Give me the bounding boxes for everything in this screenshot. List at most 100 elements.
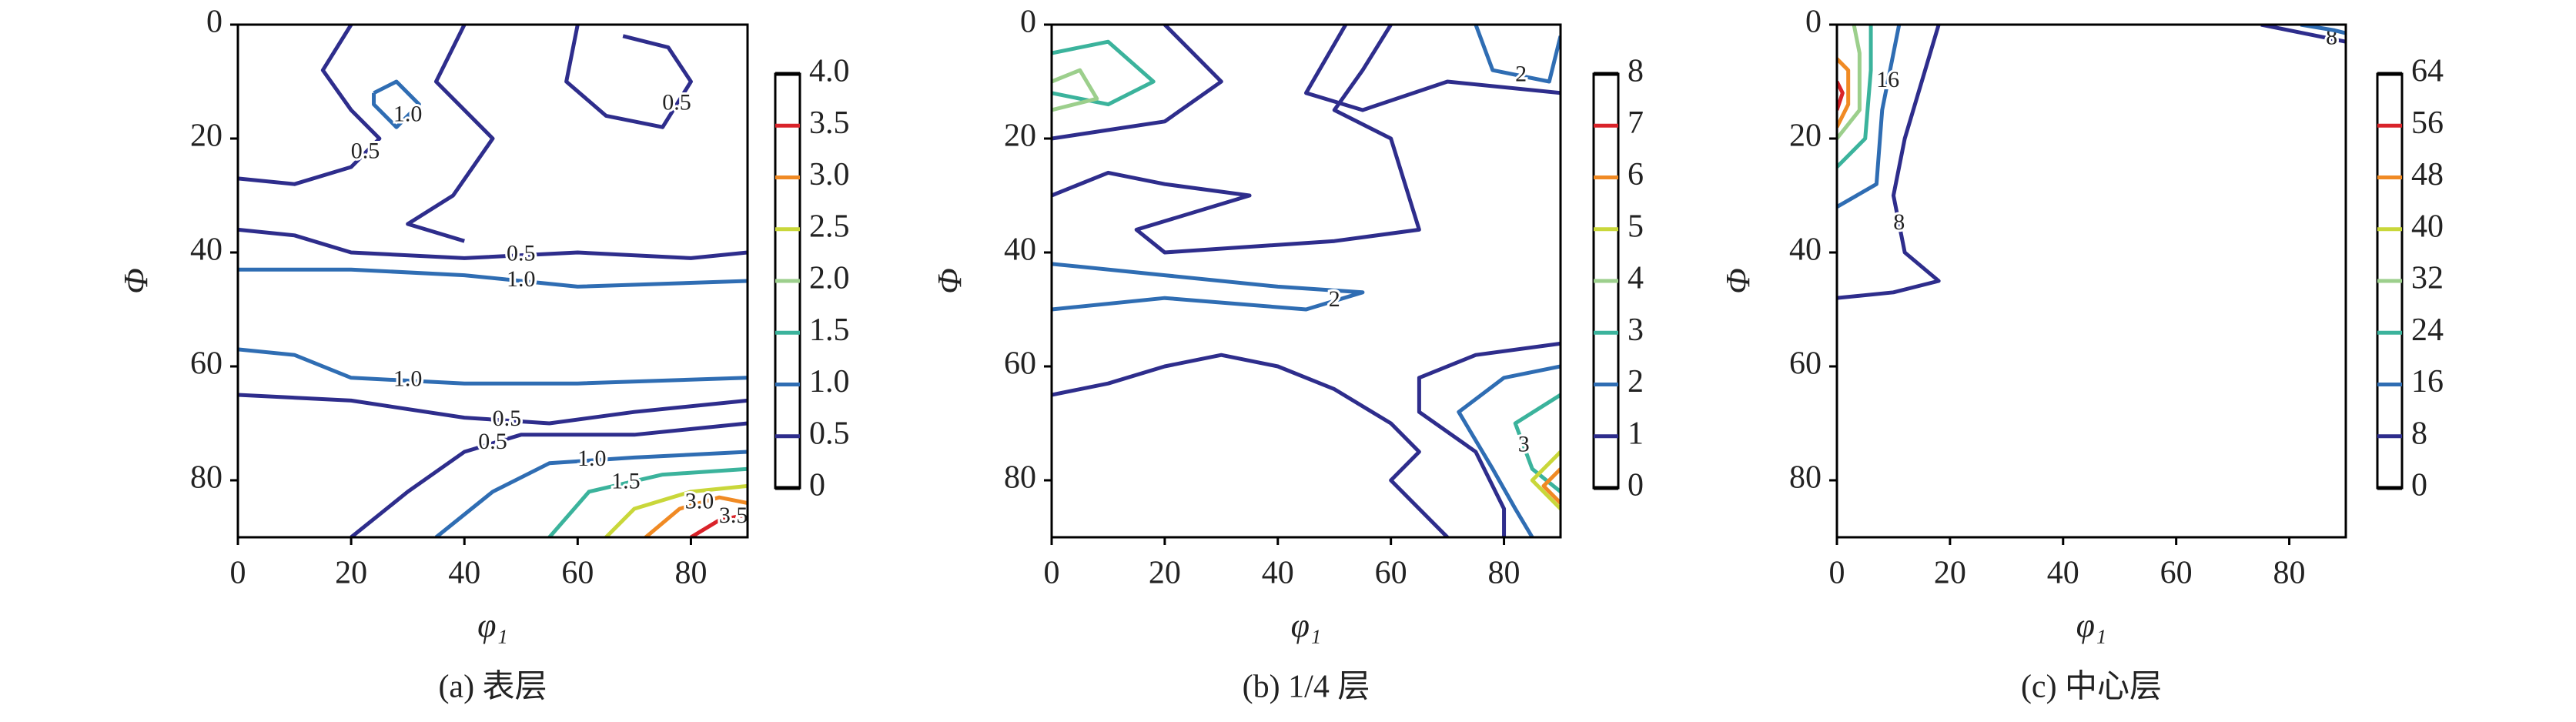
contour-line bbox=[1837, 25, 1902, 209]
contour-line bbox=[406, 25, 495, 243]
colorbar-tick-label: 4.0 bbox=[809, 54, 850, 89]
x-axis-label: φ₁ bbox=[2076, 607, 2107, 644]
colorbar-tick-label: 1.0 bbox=[809, 364, 850, 399]
contour-line bbox=[690, 512, 748, 537]
colorbar-tick-label: 2.5 bbox=[809, 209, 850, 244]
y-tick-label: 40 bbox=[190, 232, 222, 268]
y-tick-label: 40 bbox=[1004, 232, 1036, 268]
x-tick-label: 40 bbox=[2047, 556, 2079, 591]
contour-label: 1.0 bbox=[577, 446, 607, 471]
contour-line bbox=[2260, 25, 2346, 44]
x-axis-label: φ₁ bbox=[477, 607, 508, 644]
contour-line bbox=[2300, 25, 2346, 35]
panel: 2 2 3 0 20 40 60 80 0 20 40 60 80 φ₁ Φ (b) 1/4 层 0 1 2 3 4 5 6… bbox=[931, 5, 1644, 705]
contour-label: 16 bbox=[1876, 67, 1899, 92]
y-tick-label: 20 bbox=[1789, 119, 1822, 154]
contour-label: 1.0 bbox=[393, 101, 423, 126]
x-tick-label: 20 bbox=[1934, 556, 1966, 591]
colorbar-tick-label: 3 bbox=[1628, 313, 1644, 348]
contour-line bbox=[238, 347, 748, 386]
contour-line bbox=[1837, 57, 1851, 129]
y-tick-label: 0 bbox=[206, 5, 222, 40]
contour-label: 1.0 bbox=[507, 266, 536, 292]
colorbar-tick-label: 4 bbox=[1628, 261, 1644, 296]
contour-label: 0.5 bbox=[351, 138, 380, 163]
y-tick-label: 80 bbox=[190, 460, 222, 496]
contour-label: 2 bbox=[1515, 61, 1527, 86]
y-tick-label: 80 bbox=[1789, 460, 1822, 496]
contour-line bbox=[1052, 25, 1421, 255]
x-axis-label: φ₁ bbox=[1291, 607, 1322, 644]
x-tick-label: 0 bbox=[1044, 556, 1060, 591]
y-axis-label: Φ bbox=[117, 268, 155, 294]
contour-label: 8 bbox=[1893, 209, 1905, 235]
x-tick-label: 40 bbox=[448, 556, 480, 591]
contour-label: 0.5 bbox=[478, 429, 507, 454]
caption: (a) 表层 bbox=[438, 670, 547, 705]
colorbar-tick-label: 16 bbox=[2411, 364, 2444, 399]
contour-line bbox=[1837, 25, 1873, 169]
x-tick-label: 80 bbox=[674, 556, 707, 591]
contour-label: 3.0 bbox=[685, 488, 714, 513]
colorbar-tick-label: 32 bbox=[2411, 261, 2444, 296]
y-tick-label: 80 bbox=[1004, 460, 1036, 496]
contour-label: 3 bbox=[1518, 431, 1530, 456]
y-tick-label: 0 bbox=[1020, 5, 1036, 40]
x-tick-label: 20 bbox=[1149, 556, 1181, 591]
y-tick-label: 20 bbox=[1004, 119, 1036, 154]
y-axis-label: Φ bbox=[1719, 268, 1757, 294]
colorbar-tick-label: 3.0 bbox=[809, 157, 850, 192]
y-tick-label: 40 bbox=[1789, 232, 1822, 268]
x-tick-label: 20 bbox=[335, 556, 367, 591]
panel: 0.51.01.00.50.50.51.00.51.01.53.03.50 20 4… bbox=[117, 5, 849, 705]
contour-line bbox=[350, 421, 748, 537]
y-axis-label: Φ bbox=[931, 268, 969, 294]
contour-line bbox=[1541, 467, 1561, 505]
x-tick-label: 0 bbox=[1829, 556, 1845, 591]
contour-line bbox=[372, 79, 421, 129]
contour-line bbox=[1052, 25, 1223, 141]
colorbar-tick-label: 24 bbox=[2411, 313, 2444, 348]
colorbar-tick-label: 7 bbox=[1628, 105, 1644, 141]
y-tick-label: 60 bbox=[190, 346, 222, 382]
contour-label: 2 bbox=[1329, 286, 1340, 312]
contour-line bbox=[238, 267, 748, 289]
contour-line bbox=[1052, 68, 1099, 112]
contour-line bbox=[1052, 262, 1365, 312]
colorbar-tick-label: 64 bbox=[2411, 54, 2444, 89]
contour-line bbox=[1837, 25, 1941, 300]
colorbar-tick-label: 2.0 bbox=[809, 261, 850, 296]
colorbar-tick-label: 5 bbox=[1628, 209, 1644, 244]
contour-label: 0.5 bbox=[507, 241, 536, 266]
colorbar-tick-label: 0.5 bbox=[809, 416, 850, 451]
colorbar-tick-label: 3.5 bbox=[809, 105, 850, 141]
contour-line bbox=[1837, 25, 1862, 140]
x-tick-label: 80 bbox=[2273, 556, 2306, 591]
colorbar-tick-label: 8 bbox=[2411, 416, 2427, 451]
x-tick-label: 0 bbox=[230, 556, 246, 591]
contour-line bbox=[604, 483, 748, 537]
x-tick-label: 60 bbox=[1375, 556, 1407, 591]
contour-label: 1.5 bbox=[611, 469, 641, 494]
caption: (b) 1/4 层 bbox=[1243, 670, 1370, 705]
colorbar-tick-label: 2 bbox=[1628, 364, 1644, 399]
plot-frame bbox=[1050, 23, 1562, 539]
caption: (c) 中心层 bbox=[2021, 670, 2162, 705]
colorbar-tick-label: 48 bbox=[2411, 157, 2444, 192]
contour-line bbox=[238, 25, 382, 186]
plot-frame bbox=[236, 23, 749, 539]
x-tick-label: 60 bbox=[561, 556, 594, 591]
colorbar-tick-label: 56 bbox=[2411, 105, 2444, 141]
x-tick-label: 60 bbox=[2160, 556, 2193, 591]
contour-line bbox=[644, 495, 748, 537]
y-tick-label: 0 bbox=[1805, 5, 1822, 40]
colorbar-tick-label: 1.5 bbox=[809, 313, 850, 348]
colorbar-tick-label: 0 bbox=[809, 468, 825, 503]
contour-line bbox=[1457, 364, 1561, 537]
contour-line bbox=[238, 393, 748, 426]
contour-line bbox=[1837, 80, 1845, 111]
contour-line bbox=[238, 227, 748, 260]
contour-label: 3.5 bbox=[719, 503, 748, 528]
